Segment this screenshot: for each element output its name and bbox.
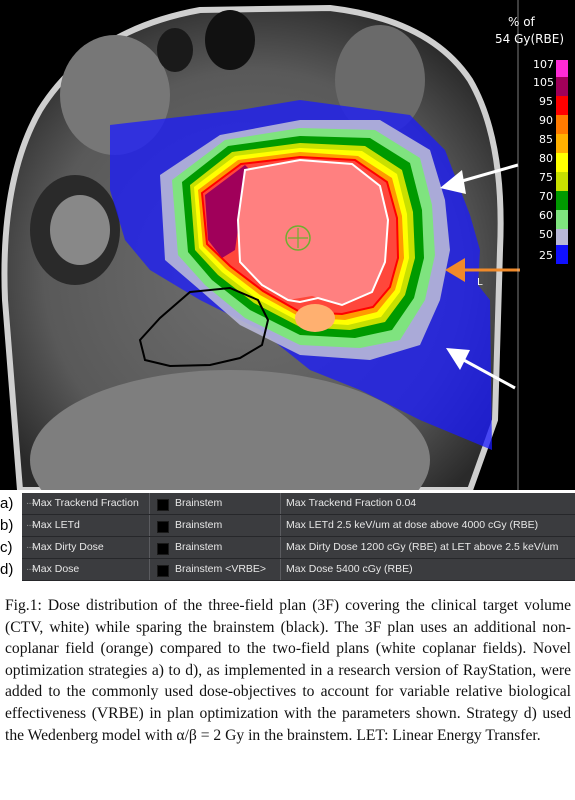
- row-handle-dots: ·····: [26, 564, 39, 575]
- orange-arrow: [445, 258, 520, 282]
- table-row[interactable]: d) ····· Max Dose Brainstem <VRBE> Max Dose …: [0, 559, 575, 581]
- function-cell: Max LETd: [32, 519, 80, 531]
- roi-cell: Brainstem <VRBE>: [175, 563, 267, 575]
- colorbar-swatch: [556, 77, 568, 96]
- description-cell: Max LETd 2.5 keV/um at dose above 4000 c…: [286, 519, 539, 531]
- image-marker-label: L: [477, 277, 483, 288]
- description-cell: Max Dirty Dose 1200 cGy (RBE) at LET abo…: [286, 541, 559, 553]
- table-row[interactable]: c) ····· Max Dirty Dose Brainstem Max Dirty …: [0, 537, 575, 559]
- row-body: ····· Max Dirty Dose Brainstem Max Dirty Do…: [22, 537, 575, 559]
- colorbar-tick-label: 80: [539, 152, 553, 165]
- description-cell: Max Dose 5400 cGy (RBE): [286, 563, 413, 575]
- colorbar-tick-label: 107: [533, 58, 554, 71]
- colorbar-swatch: [556, 191, 568, 210]
- roi-cell: Brainstem: [175, 519, 223, 531]
- ct-dose-image: L % of 54 Gy(RBE) 107 105 95 90 85 80 75 70 60 50…: [0, 0, 575, 490]
- function-cell: Max Dose: [32, 563, 80, 575]
- colorbar-title-line2: 54 Gy(RBE): [495, 32, 564, 46]
- brainstem-contour: [138, 286, 270, 368]
- roi-color-swatch: [157, 521, 169, 533]
- table-row[interactable]: a) ····· Max Trackend Fraction Brainstem Max…: [0, 493, 575, 515]
- column-divider: [149, 559, 150, 580]
- colorbar-title-line1: % of: [508, 15, 535, 29]
- roi-color-swatch: [157, 499, 169, 511]
- colorbar-tick-label: 70: [539, 190, 553, 203]
- roi-color-swatch: [157, 565, 169, 577]
- colorbar-swatch: [556, 153, 568, 172]
- column-divider: [149, 493, 150, 514]
- row-body: ····· Max Dose Brainstem <VRBE> Max Dose 54…: [22, 559, 575, 581]
- table-row[interactable]: b) ····· Max LETd Brainstem Max LETd 2.5 keV…: [0, 515, 575, 537]
- colorbar-swatch: [556, 210, 568, 229]
- figure-caption: Fig.1: Dose distribution of the three-fi…: [5, 597, 571, 744]
- column-divider: [280, 537, 281, 558]
- column-divider: [280, 493, 281, 514]
- dose-distribution-graphic: L: [1, 0, 520, 490]
- colorbar-swatch: [556, 60, 568, 77]
- colorbar-tick-label: 85: [539, 133, 553, 146]
- row-body: ····· Max LETd Brainstem Max LETd 2.5 keV/u…: [22, 515, 575, 537]
- row-handle-dots: ·····: [26, 542, 39, 553]
- white-arrow-upper: [440, 163, 519, 194]
- colorbar-tick-label: 25: [539, 249, 553, 262]
- colorbar-tick-label: 90: [539, 114, 553, 127]
- colorbar-swatch: [556, 115, 568, 134]
- column-divider: [280, 515, 281, 536]
- row-handle-dots: ·····: [26, 498, 39, 509]
- colorbar-tick-label: 95: [539, 95, 553, 108]
- roi-cell: Brainstem: [175, 541, 223, 553]
- colorbar-swatch: [556, 96, 568, 115]
- colorbar-tick-label: 60: [539, 209, 553, 222]
- optimization-objectives-table: a) ····· Max Trackend Fraction Brainstem Max…: [0, 493, 575, 581]
- column-divider: [149, 537, 150, 558]
- column-divider: [280, 559, 281, 580]
- colorbar-swatch: [556, 245, 568, 264]
- row-handle-dots: ·····: [26, 520, 39, 531]
- colorbar-swatch: [556, 172, 568, 191]
- row-letter: c): [0, 539, 13, 556]
- white-arrow-lower: [446, 348, 516, 390]
- row-letter: d): [0, 561, 14, 578]
- colorbar-tick-label: 75: [539, 171, 553, 184]
- function-cell: Max Dirty Dose: [32, 541, 104, 553]
- column-divider: [149, 515, 150, 536]
- roi-cell: Brainstem: [175, 497, 223, 509]
- colorbar-swatch: [556, 134, 568, 153]
- row-letter: a): [0, 495, 14, 512]
- description-cell: Max Trackend Fraction 0.04: [286, 497, 417, 509]
- function-cell: Max Trackend Fraction: [32, 497, 139, 509]
- colorbar-tick-label: 50: [539, 228, 553, 241]
- colorbar-tick-label: 105: [533, 76, 554, 89]
- row-body: ····· Max Trackend Fraction Brainstem Max T…: [22, 493, 575, 515]
- row-letter: b): [0, 517, 14, 534]
- colorbar-swatch: [556, 229, 568, 245]
- roi-color-swatch: [157, 543, 169, 555]
